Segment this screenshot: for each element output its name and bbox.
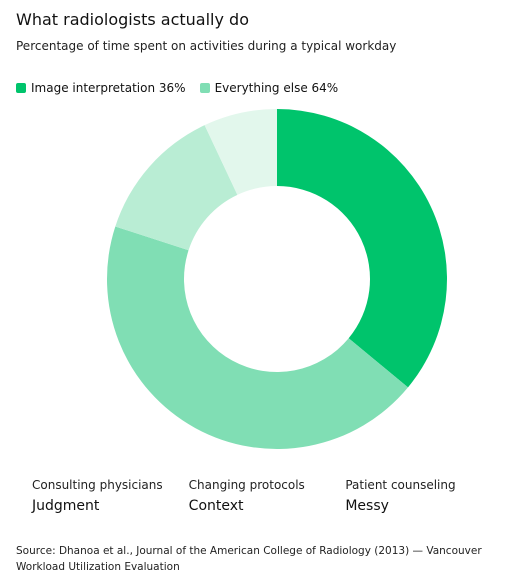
note-label: Changing protocols <box>188 478 305 492</box>
note-label: Consulting physicians <box>32 478 163 492</box>
donut-segment <box>204 109 277 195</box>
chart-title: What radiologists actually do <box>16 10 249 29</box>
legend-swatch <box>199 83 210 93</box>
note-value: Messy <box>345 498 389 514</box>
note-value: Judgment <box>32 498 100 514</box>
note-label: Patient counseling <box>345 478 456 492</box>
legend-label: Everything else 64% <box>214 81 339 95</box>
legend-label: Image interpretation 36% <box>31 81 186 95</box>
legend-swatch <box>16 83 26 93</box>
note: Changing protocols Context <box>189 478 346 514</box>
source: Source: Dhanoa et al., Journal of the Am… <box>16 545 482 573</box>
donut-segment <box>106 226 408 450</box>
note: Consulting physicians Judgment <box>32 478 189 514</box>
legend-item: Image interpretation 36% <box>16 81 186 95</box>
chart-subtitle: Percentage of time spent on activities d… <box>16 39 397 53</box>
donut-segment <box>115 125 238 251</box>
donut-segment <box>277 109 448 388</box>
legend-item: Everything else 64% <box>199 81 339 95</box>
notes: Consulting physicians Judgment Changing pr… <box>32 478 502 514</box>
note: Patient counseling Messy <box>345 478 502 514</box>
note-value: Context <box>188 498 244 514</box>
chart <box>106 109 448 450</box>
legend: Image interpretation 36% Everything else … <box>16 81 338 95</box>
